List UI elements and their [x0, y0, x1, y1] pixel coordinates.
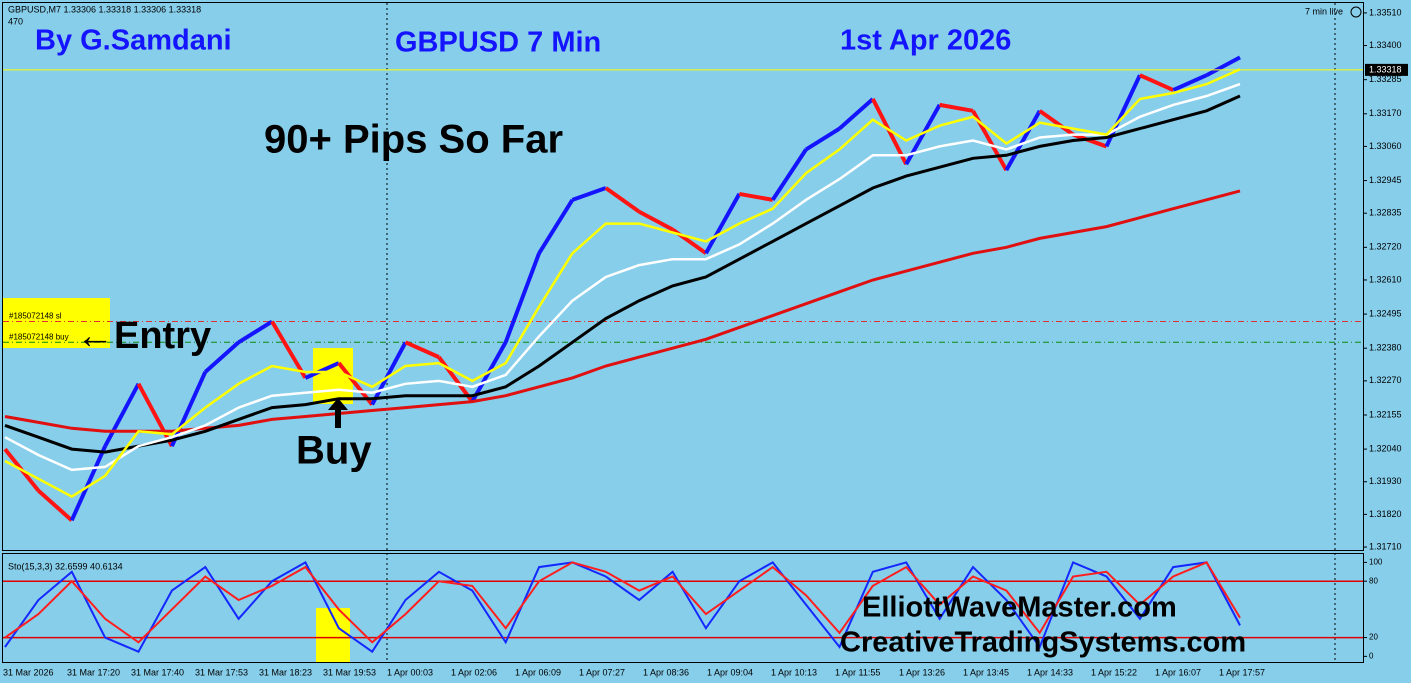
main-frame — [2, 2, 1364, 551]
series-line — [4, 94, 1241, 454]
x-tick-label: 1 Apr 06:09 — [515, 667, 561, 677]
current-price-label: 1.33318 — [1369, 64, 1402, 74]
series-line — [4, 82, 1241, 472]
y-tick-label: 1.32720 — [1369, 242, 1402, 252]
y-tick-label: 1.33285 — [1369, 74, 1402, 84]
y-tick-label: 0 — [1369, 651, 1374, 660]
y-tick-label: 1.32835 — [1369, 208, 1402, 218]
current-price-box — [1365, 63, 1408, 76]
sub-frame — [2, 553, 1364, 663]
y-tick-label: 1.31710 — [1369, 541, 1402, 551]
price-segment — [939, 102, 974, 113]
series-line — [4, 561, 1241, 654]
price-segment — [838, 97, 875, 131]
price-segment — [604, 186, 641, 214]
buy-annotation: Buy — [296, 429, 372, 473]
date: 1st Apr 2026 — [840, 25, 1011, 57]
y-tick-label: 1.33170 — [1369, 108, 1402, 118]
price-segment — [1205, 55, 1241, 77]
x-tick-label: 1 Apr 16:07 — [1155, 667, 1201, 677]
title: GBPUSD 7 Min — [395, 27, 601, 59]
y-tick-label: 1.32270 — [1369, 375, 1402, 385]
watermark: ElliottWaveMaster.com — [862, 592, 1177, 624]
price-segment — [136, 382, 174, 448]
y-tick-label: 1.33510 — [1369, 7, 1402, 17]
y-tick-label: 1.32610 — [1369, 274, 1402, 284]
price-segment — [503, 252, 541, 343]
y-tick-label: 80 — [1369, 576, 1378, 585]
price-segment — [103, 382, 141, 448]
series-line — [4, 561, 1241, 644]
y-tick-label: 1.33060 — [1369, 141, 1402, 151]
price-segment — [270, 320, 308, 379]
y-tick-label: 1.32380 — [1369, 343, 1402, 353]
x-tick-label: 1 Apr 15:22 — [1091, 667, 1137, 677]
x-tick-label: 1 Apr 09:04 — [707, 667, 753, 677]
status: 7 min live — [1305, 6, 1343, 16]
x-tick-label: 31 Mar 17:20 — [67, 667, 120, 677]
level-label: #185072148 buy — [9, 332, 69, 341]
x-tick-label: 1 Apr 14:33 — [1027, 667, 1073, 677]
x-tick-label: 31 Mar 17:40 — [131, 667, 184, 677]
author: By G.Samdani — [35, 25, 232, 57]
y-tick-label: 1.32945 — [1369, 175, 1402, 185]
y-tick-label: 1.32155 — [1369, 409, 1402, 419]
price-segment — [203, 340, 240, 374]
marks — [3, 55, 1363, 654]
x-tick-label: 1 Apr 11:55 — [835, 667, 880, 677]
y-tick-label: 20 — [1369, 633, 1378, 642]
price-segment — [370, 341, 408, 406]
y-tick-label: 1.33400 — [1369, 40, 1402, 50]
y-tick-label: 1.31820 — [1369, 509, 1402, 519]
level-label: #185072148 sl — [9, 312, 62, 321]
price-segment — [738, 191, 774, 202]
x-tick-label: 1 Apr 13:26 — [899, 667, 945, 677]
price-segment — [805, 126, 841, 152]
price-segment — [37, 489, 74, 522]
price-segment — [571, 186, 607, 202]
status-icon — [1350, 6, 1362, 18]
x-tick-label: 31 Mar 2026 — [3, 667, 54, 677]
x-tick-label: 1 Apr 10:13 — [771, 667, 817, 677]
order-box — [3, 298, 110, 348]
price-segment — [704, 192, 742, 255]
buy-arrow — [328, 398, 348, 428]
bars-count: 470 — [8, 16, 23, 26]
x-tick-label: 31 Mar 19:53 — [323, 667, 376, 677]
price-segment — [304, 361, 340, 380]
x-tick-label: 1 Apr 13:45 — [963, 667, 1009, 677]
sub-header: Sto(15,3,3) 32.6599 40.6134 — [8, 561, 123, 571]
price-segment — [871, 98, 908, 166]
watermark: CreativeTradingSystems.com — [840, 627, 1246, 659]
x-tick-label: 1 Apr 02:06 — [451, 667, 497, 677]
price-segment — [537, 198, 575, 255]
price-segment — [170, 371, 208, 447]
x-tick-label: 1 Apr 08:36 — [643, 667, 689, 677]
x-tick-label: 31 Mar 17:53 — [195, 667, 248, 677]
y-tick-label: 100 — [1369, 558, 1383, 567]
y-tick-label: 1.32040 — [1369, 443, 1402, 453]
entry-annotation: ←Entry — [76, 315, 211, 357]
x-tick-label: 1 Apr 07:27 — [579, 667, 625, 677]
y-tick-label: 1.31930 — [1369, 476, 1402, 486]
series-line — [4, 68, 1241, 499]
price-segment — [771, 148, 808, 201]
header: GBPUSD,M7 1.33306 1.33318 1.33306 1.3331… — [8, 4, 201, 14]
price-segment — [69, 445, 107, 522]
price-segment — [1038, 109, 1075, 137]
price-segment — [237, 319, 274, 344]
y-tick-label: 1.32495 — [1369, 308, 1402, 318]
x-tick-label: 1 Apr 17:57 — [1219, 667, 1265, 677]
price-segment — [1172, 73, 1208, 92]
x-tick-label: 31 Mar 18:23 — [259, 667, 312, 677]
price-segment — [1004, 109, 1042, 172]
price-segment — [1139, 73, 1175, 92]
price-segment — [638, 209, 674, 232]
headline: 90+ Pips So Far — [264, 118, 563, 162]
price-segment — [404, 340, 440, 359]
x-tick-label: 1 Apr 00:03 — [387, 667, 433, 677]
